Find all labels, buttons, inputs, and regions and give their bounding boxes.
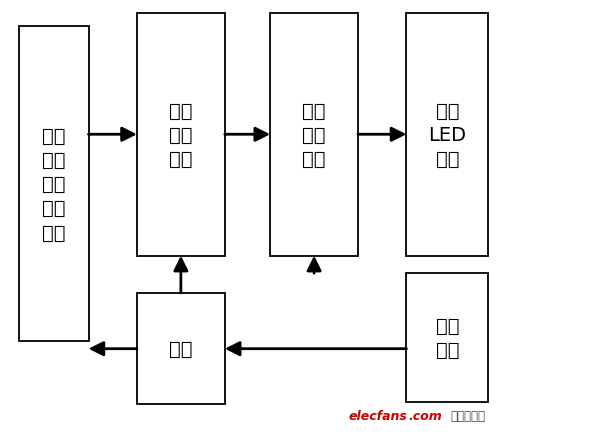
Text: 多路
LED
模块: 多路 LED 模块 bbox=[429, 101, 466, 169]
Bar bbox=[137, 14, 225, 256]
Bar bbox=[137, 293, 225, 405]
Text: .com: .com bbox=[409, 409, 442, 422]
Bar bbox=[407, 14, 488, 256]
Bar bbox=[19, 27, 89, 341]
Text: 电子发烧友: 电子发烧友 bbox=[450, 409, 486, 422]
Text: 稳压: 稳压 bbox=[169, 339, 192, 358]
Text: 声响
及可
见光
探测
组件: 声响 及可 见光 探测 组件 bbox=[42, 126, 66, 242]
Text: 恒流
驱动
模块: 恒流 驱动 模块 bbox=[302, 101, 326, 169]
Text: 智能
控制
模块: 智能 控制 模块 bbox=[169, 101, 192, 169]
Bar bbox=[270, 14, 358, 256]
Text: 开关
电源: 开关 电源 bbox=[436, 316, 459, 360]
Bar bbox=[407, 274, 488, 403]
Text: elecfans: elecfans bbox=[349, 409, 408, 422]
